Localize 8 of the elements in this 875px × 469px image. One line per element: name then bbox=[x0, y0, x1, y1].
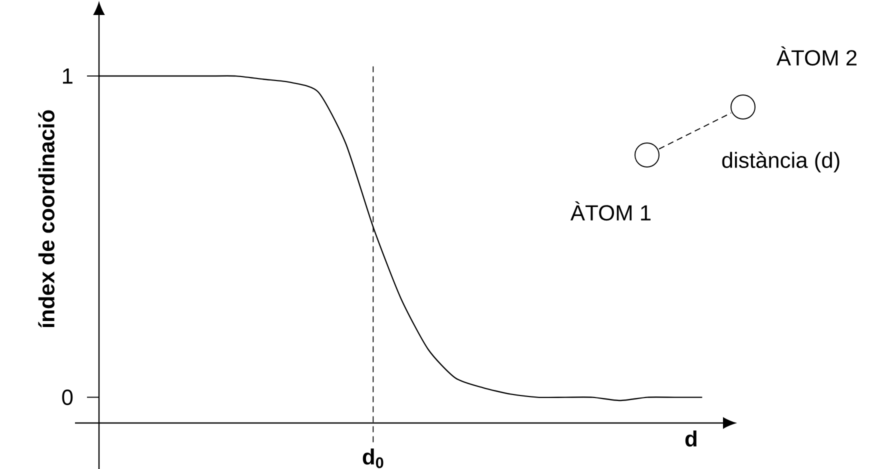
annotation: distància (d) bbox=[722, 152, 840, 172]
x-tick-label: d$_{0}$ bbox=[362, 448, 384, 468]
y-tick-label: 1 bbox=[62, 68, 72, 84]
text: ÀTOM 2 bbox=[776, 46, 857, 66]
annotation: ÀTOM 1 bbox=[570, 201, 651, 221]
y-axis-title: índex de coordinació bbox=[38, 110, 54, 328]
x-axis-title: d bbox=[685, 430, 696, 447]
y-tick-label: 0 bbox=[62, 390, 73, 406]
